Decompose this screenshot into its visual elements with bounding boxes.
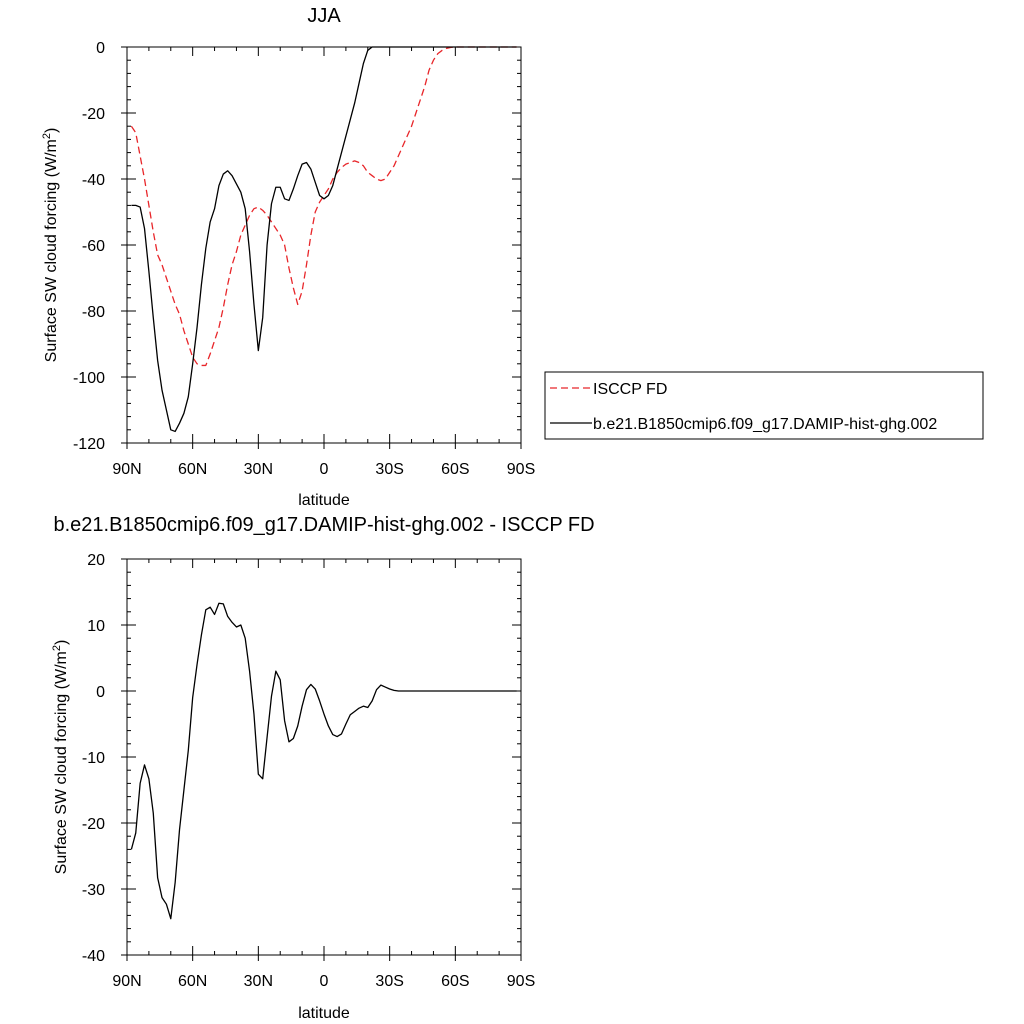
y-tick-label: -60 — [82, 238, 105, 255]
y-tick-label: -20 — [82, 816, 105, 833]
x-tick-label: 60S — [441, 461, 469, 478]
x-tick-label: 60N — [178, 973, 207, 990]
x-tick-labels: 90N 60N 30N 0 30S 60S 90S — [112, 461, 535, 478]
panel-bottom: b.e21.B1850cmip6.f09_g17.DAMIP-hist-ghg.… — [51, 514, 595, 1022]
y-tick-label: -100 — [73, 370, 105, 387]
x-tick-label: 0 — [320, 461, 329, 478]
x-axis-label: latitude — [298, 1005, 350, 1022]
x-tick-label: 30S — [375, 973, 403, 990]
series-line-0 — [130, 602, 517, 920]
y-axis-label-superscript: 2 — [51, 645, 63, 651]
x-tick-label: 30N — [244, 461, 273, 478]
legend-label-model: b.e21.B1850cmip6.f09_g17.DAMIP-hist-ghg.… — [593, 416, 937, 433]
y-tick-label: 0 — [96, 684, 105, 701]
y-axis-label-main: Surface SW cloud forcing (W/m — [43, 139, 60, 362]
tick-marks — [121, 46, 522, 449]
x-tick-label: 60N — [178, 461, 207, 478]
y-tick-label: -80 — [82, 304, 105, 321]
x-tick-label: 90N — [112, 461, 141, 478]
x-tick-labels: 90N 60N 30N 0 30S 60S 90S — [112, 973, 535, 990]
y-tick-labels: 0 -20 -40 -60 -80 -100 -120 — [73, 40, 105, 453]
plot-frame — [126, 558, 522, 956]
x-tick-label: 0 — [320, 973, 329, 990]
x-axis-label: latitude — [298, 492, 350, 509]
y-axis-label-main: Surface SW cloud forcing (W/m — [53, 651, 70, 874]
y-axis-label-close: ) — [53, 640, 70, 645]
chart-title: JJA — [307, 5, 341, 27]
y-tick-label: -120 — [73, 436, 105, 453]
x-tick-label: 30S — [375, 461, 403, 478]
y-tick-label: 10 — [87, 618, 105, 635]
series-line-0 — [130, 46, 517, 367]
y-axis-label-close: ) — [43, 128, 60, 133]
y-tick-labels: 20 10 0 -10 -20 -30 -40 — [82, 552, 105, 965]
data-series — [130, 46, 517, 433]
legend-label-isccp: ISCCP FD — [593, 381, 667, 398]
x-tick-label: 90N — [112, 973, 141, 990]
y-tick-label: -40 — [82, 172, 105, 189]
chart-title: b.e21.B1850cmip6.f09_g17.DAMIP-hist-ghg.… — [53, 514, 594, 536]
x-tick-label: 90S — [507, 973, 535, 990]
plot-frame — [126, 46, 522, 444]
y-axis-label-superscript: 2 — [41, 133, 53, 139]
panel-top: JJA 90N 60N 30N 0 30S 60S 90S 0 -20 -40 -60 -80 -10… — [41, 5, 984, 509]
y-tick-label: -40 — [82, 948, 105, 965]
tick-marks — [121, 558, 522, 961]
legend: ISCCP FD b.e21.B1850cmip6.f09_g17.DAMIP-… — [544, 371, 984, 440]
x-tick-label: 90S — [507, 461, 535, 478]
y-axis-label: Surface SW cloud forcing (W/m2) — [51, 640, 70, 875]
y-tick-label: -20 — [82, 106, 105, 123]
x-tick-label: 30N — [244, 973, 273, 990]
y-axis-label: Surface SW cloud forcing (W/m2) — [41, 128, 60, 363]
y-tick-label: 0 — [96, 40, 105, 57]
x-tick-label: 60S — [441, 973, 469, 990]
series-line-1 — [131, 46, 517, 433]
y-tick-label: 20 — [87, 552, 105, 569]
y-tick-label: -30 — [82, 882, 105, 899]
data-series — [130, 602, 517, 920]
y-tick-label: -10 — [82, 750, 105, 767]
legend-box — [544, 371, 984, 440]
